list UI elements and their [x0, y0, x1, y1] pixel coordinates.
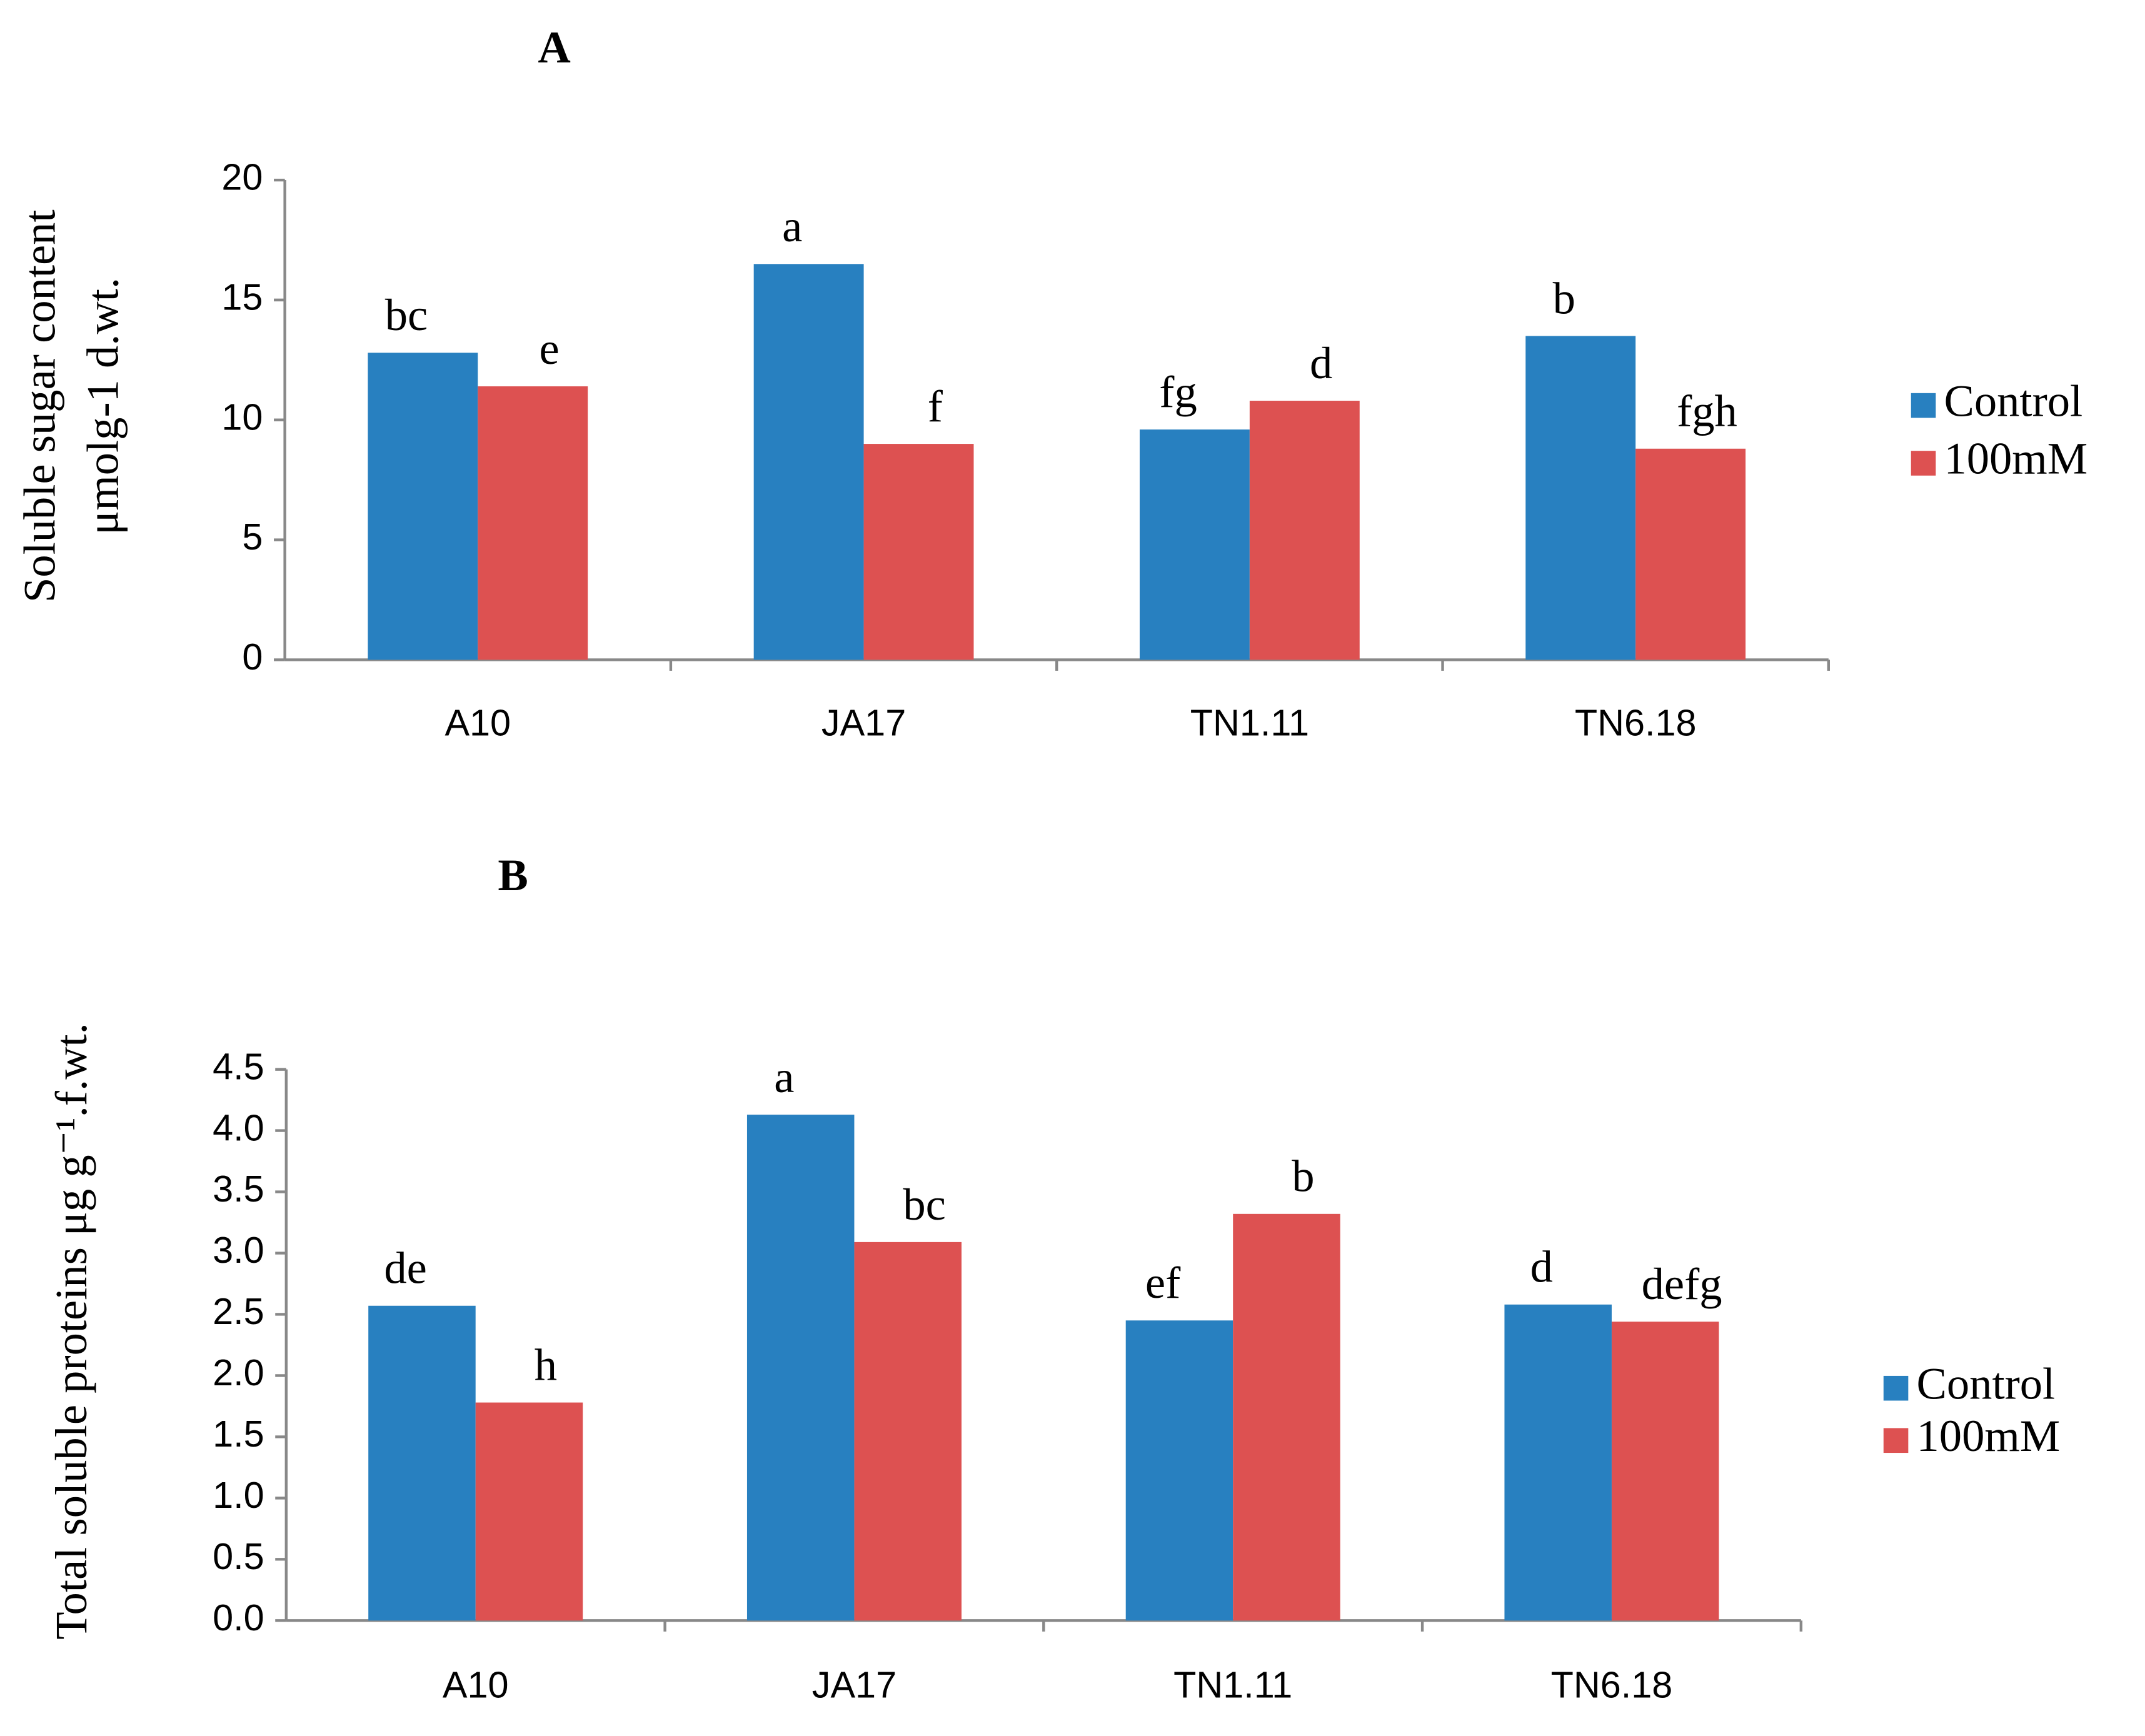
y-tick-label: 15	[221, 276, 263, 318]
legend-swatch	[1883, 1375, 1909, 1401]
bar-letter: a	[774, 1051, 794, 1102]
bar-letter: f	[928, 381, 943, 431]
bar	[746, 1115, 855, 1621]
bar-letter: a	[782, 201, 802, 251]
bar-letter: bc	[903, 1179, 945, 1230]
x-tick-label: TN1.11	[1190, 702, 1309, 744]
bar	[1611, 1322, 1719, 1621]
bar	[1249, 401, 1360, 660]
legend-swatch	[1911, 393, 1936, 418]
bar	[1525, 336, 1636, 660]
chart-title: B	[498, 850, 528, 900]
y-tick-label: 10	[221, 396, 263, 438]
y-tick-label: 4.5	[213, 1045, 264, 1087]
y-tick-label: 0.5	[213, 1535, 264, 1577]
bar-letter: fg	[1159, 366, 1197, 417]
bar-letter: bc	[385, 289, 428, 340]
bar-letter: h	[535, 1339, 557, 1390]
y-tick-label: 4.0	[213, 1106, 264, 1148]
bar	[478, 386, 588, 660]
bar	[1635, 448, 1746, 660]
bar	[1233, 1213, 1340, 1621]
x-tick-label: A10	[445, 702, 511, 744]
x-tick-label: JA17	[821, 702, 906, 744]
y-tick-label: 1.0	[213, 1474, 264, 1516]
y-axis-label: Total soluble proteins μg g⁻¹.f.wt.	[46, 1023, 96, 1639]
bar-letter: b	[1292, 1151, 1314, 1202]
bar-letter: b	[1553, 273, 1575, 323]
y-tick-label: 2.5	[213, 1290, 264, 1332]
bar	[854, 1242, 962, 1621]
x-tick-label: TN6.18	[1551, 1664, 1673, 1706]
y-tick-label: 2.0	[213, 1352, 264, 1393]
bar-letter: de	[384, 1243, 426, 1293]
legend-label: Control	[1917, 1358, 2056, 1408]
legend-swatch	[1911, 451, 1936, 476]
y-tick-label: 0	[242, 636, 263, 678]
bar	[1125, 1320, 1233, 1621]
legend-label: Control	[1944, 375, 2082, 426]
bar	[368, 353, 478, 660]
x-tick-label: TN6.18	[1575, 702, 1697, 744]
x-tick-label: TN1.11	[1173, 1664, 1292, 1706]
y-tick-label: 0.0	[213, 1597, 264, 1638]
x-tick-label: JA17	[812, 1664, 897, 1706]
bar-letter: d	[1530, 1242, 1553, 1292]
bar	[863, 444, 974, 660]
legend-label: 100mM	[1917, 1410, 2061, 1461]
bar-letter: e	[540, 323, 560, 374]
x-tick-label: A10	[443, 1664, 509, 1706]
bar	[475, 1402, 583, 1621]
y-tick-label: 20	[221, 156, 263, 198]
bar	[368, 1305, 476, 1621]
legend-swatch	[1883, 1428, 1909, 1453]
y-tick-label: 1.5	[213, 1413, 264, 1455]
bar-letter: fgh	[1677, 386, 1737, 436]
bar-letter: ef	[1145, 1257, 1181, 1308]
bar-letter: defg	[1642, 1258, 1722, 1309]
y-axis-label: Soluble sugar content	[14, 209, 65, 603]
bar	[1504, 1304, 1612, 1621]
bar-letter: d	[1310, 338, 1332, 388]
y-tick-label: 3.0	[213, 1229, 264, 1271]
bar	[753, 264, 864, 660]
y-tick-label: 3.5	[213, 1168, 264, 1210]
legend-label: 100mM	[1944, 433, 2087, 484]
chart-title: A	[538, 22, 570, 73]
bar	[1139, 429, 1250, 660]
y-tick-label: 5	[242, 516, 263, 558]
y-axis-label: μmolg-1 d.wt.	[78, 278, 128, 535]
